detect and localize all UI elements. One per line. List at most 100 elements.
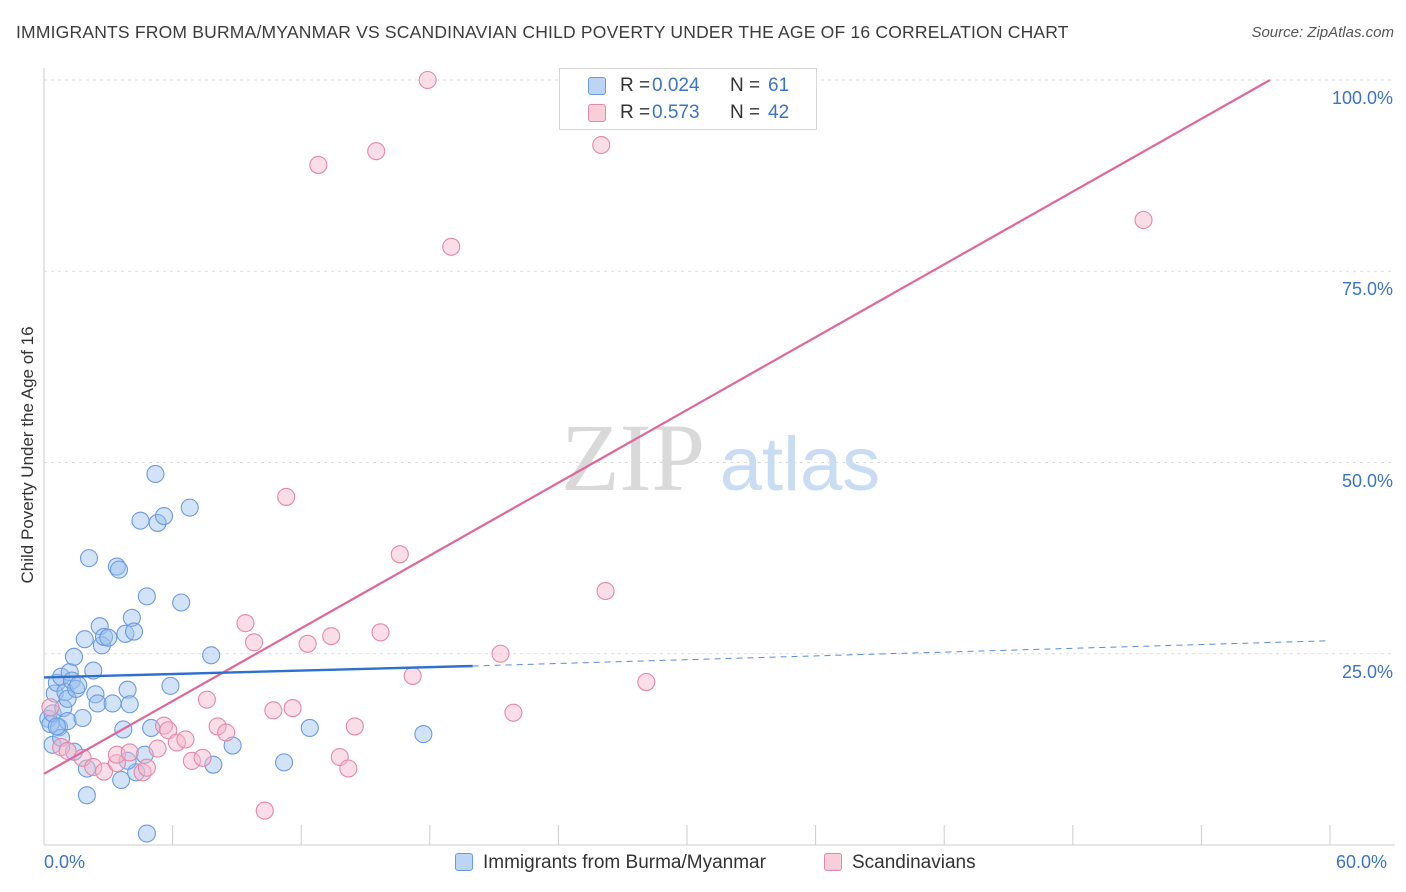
legend-r-label: R = (620, 102, 651, 123)
point-scandinavian (84, 757, 103, 777)
point-scandinavian (193, 748, 212, 767)
y-tick-label: 25.0% (1341, 661, 1393, 682)
series-legend-swatch-burma (455, 853, 473, 871)
point-burma (414, 725, 433, 744)
point-burma (103, 694, 122, 713)
point-scandinavian (491, 644, 510, 663)
point-burma (84, 661, 103, 680)
point-burma (109, 560, 129, 579)
y-tick-label: 100.0% (1331, 88, 1393, 108)
point-scandinavian (94, 762, 114, 781)
legend-r-value: 0.024 (652, 75, 700, 96)
point-scandinavian (442, 237, 461, 256)
point-burma (275, 753, 294, 772)
series-scandinavian-points (41, 70, 1153, 820)
point-burma (77, 759, 96, 778)
point-burma (202, 646, 221, 665)
point-burma (204, 755, 223, 774)
point-burma (122, 608, 141, 627)
point-scandinavian (148, 739, 167, 758)
point-scandinavian (371, 623, 390, 642)
y-tick-label: 75.0% (1341, 279, 1393, 300)
point-scandinavian (403, 666, 422, 685)
point-scandinavian (390, 545, 409, 564)
watermark-zip: ZIP (561, 404, 705, 511)
trend-line-scandinavian (43, 79, 1271, 775)
series-legend-label-scandinavian: Scandinavians (852, 852, 976, 873)
point-burma (146, 464, 165, 484)
point-scandinavian (176, 730, 195, 749)
point-burma (137, 587, 156, 606)
legend-r-value: 0.573 (652, 102, 700, 123)
legend-n-label: N = (730, 102, 761, 123)
legend-swatch-burma (588, 77, 606, 95)
point-scandinavian (504, 703, 523, 722)
point-burma (47, 717, 66, 736)
point-burma (73, 708, 92, 728)
point-scandinavian (182, 751, 201, 770)
gridlines (44, 79, 1395, 655)
series-legend-burma: Immigrants from Burma/Myanmar (455, 852, 766, 874)
legend-row-scandinavian: R = 0.573 N = 42 (560, 100, 816, 126)
point-burma (137, 824, 156, 843)
point-scandinavian (309, 155, 328, 174)
point-scandinavian (1134, 210, 1153, 230)
point-burma (58, 712, 77, 731)
point-burma (112, 770, 131, 790)
legend-n-label: N = (730, 75, 761, 96)
point-burma (88, 694, 107, 713)
point-scandinavian (322, 627, 341, 646)
trend-lines (43, 79, 1331, 775)
series-legend-scandinavian: Scandinavians (824, 852, 976, 874)
point-scandinavian (339, 759, 358, 778)
point-scandinavian (298, 634, 317, 653)
point-scandinavian (637, 673, 656, 692)
point-scandinavian (264, 701, 283, 720)
point-burma (154, 506, 174, 526)
point-scandinavian (197, 690, 216, 709)
legend-n-value: 61 (768, 75, 790, 96)
legend-swatch-scandinavian (588, 104, 606, 122)
point-scandinavian (236, 614, 255, 633)
legend-row-burma: R = 0.024 N = 61 (560, 73, 816, 99)
x-tick-label-max: 60.0% (1336, 852, 1388, 872)
correlation-legend: R = 0.024 N = 61 R = 0.573 N = 42 (559, 68, 817, 130)
point-scandinavian (596, 581, 615, 601)
point-scandinavian (137, 758, 156, 777)
point-burma (172, 593, 191, 612)
point-burma (118, 680, 137, 699)
point-burma (161, 676, 180, 695)
legend-r-label: R = (620, 75, 651, 96)
point-scandinavian (244, 633, 264, 652)
point-burma (79, 549, 99, 568)
point-burma (69, 676, 88, 695)
point-scandinavian (592, 135, 611, 155)
point-scandinavian (345, 717, 364, 736)
point-burma (77, 786, 96, 805)
chart-title: IMMIGRANTS FROM BURMA/MYANMAR VS SCANDIN… (16, 22, 1069, 42)
point-scandinavian (277, 487, 296, 506)
point-scandinavian (120, 743, 139, 762)
point-burma (64, 647, 84, 666)
point-scandinavian (255, 801, 274, 820)
point-scandinavian (41, 698, 60, 717)
series-legend-swatch-scandinavian (824, 853, 842, 871)
point-burma (120, 695, 139, 714)
watermark: ZIP atlas (561, 404, 880, 511)
point-burma (107, 557, 126, 576)
point-burma (131, 511, 150, 530)
point-burma (148, 513, 167, 532)
y-tick-label: 50.0% (1341, 470, 1393, 491)
point-scandinavian (418, 70, 437, 90)
point-scandinavian (159, 721, 178, 740)
point-burma (75, 630, 94, 649)
point-scandinavian (367, 142, 386, 161)
x-tick-label-min: 0.0% (44, 852, 86, 872)
point-burma (99, 628, 118, 647)
point-scandinavian (217, 723, 236, 742)
trend-line-burma (43, 664, 473, 679)
series-legend-label-burma: Immigrants from Burma/Myanmar (483, 852, 766, 873)
legend-n-value: 42 (768, 102, 790, 123)
point-burma (124, 622, 144, 641)
chart-source: Source: ZipAtlas.com (1251, 24, 1394, 41)
